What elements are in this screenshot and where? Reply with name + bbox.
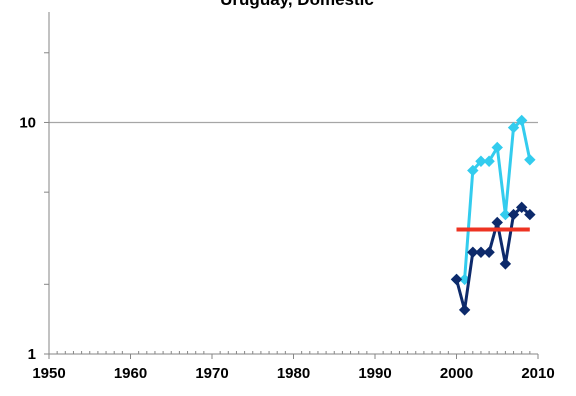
series-layer — [450, 114, 536, 316]
axis-layer — [44, 12, 539, 359]
y-tick-label: 1 — [28, 346, 36, 363]
series-0-point — [475, 155, 487, 167]
x-tick-label: 2000 — [440, 365, 473, 382]
series-1-point — [458, 304, 471, 316]
series-1-point — [515, 201, 528, 214]
x-tick-label: 1990 — [358, 365, 391, 382]
series-0-point — [491, 141, 503, 154]
x-tick-label: 1980 — [277, 365, 310, 382]
series-1-point — [475, 246, 487, 258]
series-1-point — [507, 208, 520, 221]
x-tick-label: 1950 — [32, 365, 65, 382]
series-1-point — [524, 208, 536, 221]
x-tick-label: 1960 — [114, 365, 147, 382]
series-1-point — [483, 246, 495, 258]
series-0-point — [524, 154, 536, 166]
series-1-point — [467, 246, 479, 258]
series-1-point — [499, 258, 512, 270]
x-tick-label: 2010 — [521, 365, 554, 382]
series-1-point — [450, 273, 463, 286]
series-1-line — [455, 205, 531, 312]
y-tick-label: 10 — [19, 114, 36, 131]
chart-title: Uruguay, Domestic — [220, 0, 374, 9]
series-0-point — [507, 121, 520, 134]
series-0-point — [515, 114, 528, 127]
x-tick-label: 1970 — [195, 365, 228, 382]
series-0-line — [456, 119, 532, 281]
series-0-point — [467, 164, 479, 177]
series-0-point — [483, 155, 495, 167]
label-layer: 1950 1960 1970 1980 1990 2000 2010 1 10 — [19, 114, 554, 382]
series-0-point — [499, 208, 512, 221]
series-1-point — [491, 216, 503, 229]
